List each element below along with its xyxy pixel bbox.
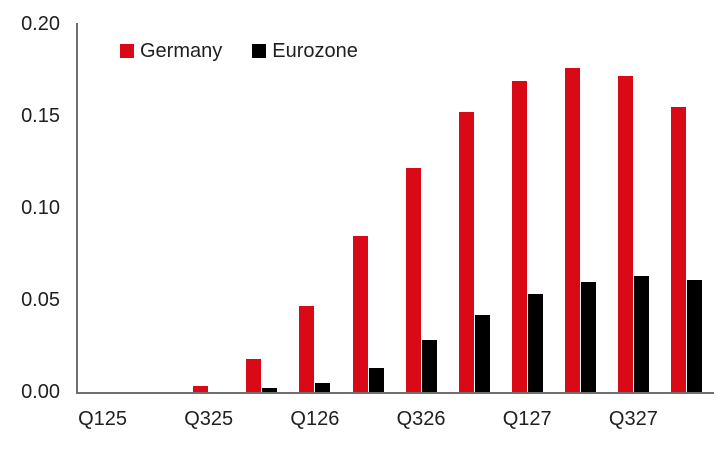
bar-germany-Q325 — [193, 386, 209, 392]
bar-eurozone-Q425 — [262, 388, 278, 392]
bar-eurozone-Q126 — [315, 383, 331, 392]
legend-swatch-icon — [120, 44, 134, 58]
y-tick-label-0.05: 0.05 — [21, 289, 60, 311]
bar-eurozone-Q326 — [421, 340, 437, 392]
x-axis-line — [76, 392, 714, 394]
x-tick-label-Q126: Q126 — [290, 408, 340, 430]
y-tick-label-0.00: 0.00 — [21, 381, 60, 403]
y-tick-label-0.15: 0.15 — [21, 105, 60, 127]
bar-eurozone-Q427 — [687, 280, 702, 392]
bar-eurozone-Q226 — [368, 368, 384, 392]
legend-label: Eurozone — [272, 40, 358, 62]
chart-legend: Germany Eurozone — [120, 40, 358, 62]
bar-germany-Q425 — [246, 359, 262, 392]
legend-label: Germany — [140, 40, 223, 62]
legend-entry-eurozone: Eurozone — [252, 40, 358, 62]
bar-eurozone-Q426 — [474, 315, 490, 392]
bar-eurozone-Q127 — [527, 294, 543, 392]
bar-germany-Q126 — [299, 306, 315, 392]
x-tick-label-Q125: Q125 — [78, 408, 127, 430]
y-axis-line — [76, 23, 78, 393]
bar-eurozone-Q227 — [580, 282, 596, 392]
x-tick-label-Q327: Q327 — [608, 408, 658, 430]
bar-germany-Q427 — [671, 107, 686, 392]
legend-entry-germany: Germany — [120, 40, 222, 62]
legend-swatch-icon — [252, 44, 267, 58]
bar-eurozone-Q327 — [633, 276, 649, 392]
y-tick-label-0.20: 0.20 — [21, 13, 60, 35]
bar-germany-Q226 — [352, 236, 368, 392]
y-tick-label-0.10: 0.10 — [21, 197, 60, 219]
x-tick-label-Q326: Q326 — [396, 408, 446, 430]
bar-germany-Q326 — [405, 168, 421, 392]
bar-germany-Q127 — [511, 81, 527, 392]
x-tick-label-Q127: Q127 — [502, 408, 552, 430]
bar-germany-Q327 — [617, 76, 633, 392]
bar-germany-Q426 — [458, 112, 474, 392]
bar-germany-Q227 — [564, 68, 580, 392]
x-tick-label-Q325: Q325 — [184, 408, 234, 430]
